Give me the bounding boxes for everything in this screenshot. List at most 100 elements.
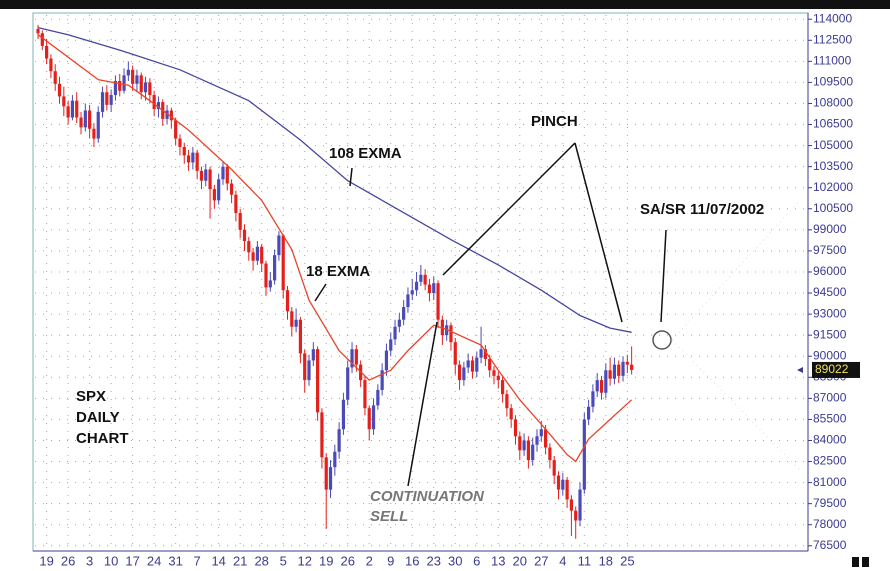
y-tick-label: 109500 xyxy=(813,75,853,89)
candle-body xyxy=(432,283,436,294)
x-tick-label: 2 xyxy=(366,553,373,568)
arrow xyxy=(660,229,667,323)
y-tick-label: 111000 xyxy=(813,54,852,68)
y-tick-label: 114000 xyxy=(813,11,852,25)
candle-body xyxy=(423,274,427,285)
candle-body xyxy=(217,179,221,201)
candle-body xyxy=(57,83,62,97)
candle-body xyxy=(268,280,272,288)
candle-body xyxy=(70,100,75,118)
candle-body xyxy=(49,58,53,72)
candle-body xyxy=(131,69,135,84)
candle-body xyxy=(169,110,173,121)
candle-body xyxy=(505,394,509,409)
candle-body xyxy=(139,75,143,93)
arrow xyxy=(407,321,438,487)
candle-body xyxy=(492,370,496,376)
price-box xyxy=(812,361,860,378)
last-price-label: 89022 xyxy=(815,362,849,376)
candle-body xyxy=(457,364,462,381)
candle-body xyxy=(126,69,130,76)
annotation: DAILY xyxy=(76,409,120,426)
candle-body xyxy=(621,361,625,376)
candle-body xyxy=(488,359,492,371)
y-tick-label: 90000 xyxy=(813,348,847,362)
candle-body xyxy=(414,281,419,291)
candle-body xyxy=(45,45,49,59)
x-tick-label: 11 xyxy=(578,553,592,568)
candle-body xyxy=(96,111,100,139)
candle-body xyxy=(470,360,475,372)
candle-body xyxy=(526,440,530,461)
y-tick-label: 91500 xyxy=(813,327,847,341)
candle-body xyxy=(298,319,303,354)
x-tick-label: 3 xyxy=(86,553,93,568)
candle-body xyxy=(118,80,122,91)
candle-body xyxy=(66,106,70,118)
candle-body xyxy=(599,380,604,393)
candle-body xyxy=(410,290,414,295)
candle-body xyxy=(582,419,586,490)
candle-body xyxy=(483,349,487,360)
arrow xyxy=(349,167,353,187)
candle-body xyxy=(350,349,354,368)
candle-body xyxy=(186,155,191,163)
grid xyxy=(35,15,808,550)
candle-body xyxy=(251,252,255,261)
x-tick-label: 4 xyxy=(559,553,566,568)
y-tick-label: 106500 xyxy=(813,117,853,131)
y-tick-label: 100500 xyxy=(813,201,853,215)
candle-body xyxy=(475,357,479,372)
x-tick-label: 30 xyxy=(448,553,462,568)
candle-body xyxy=(229,183,234,195)
candle-body xyxy=(574,510,578,521)
marks xyxy=(36,24,634,539)
y-tick-label: 81000 xyxy=(813,475,847,489)
candle-body xyxy=(496,375,500,381)
candle-body xyxy=(453,342,457,365)
ema-line xyxy=(37,26,632,333)
candle-body xyxy=(406,294,410,308)
candle-body xyxy=(548,447,552,461)
candle-body xyxy=(238,212,242,230)
candle-body xyxy=(156,102,161,110)
candle-body xyxy=(384,350,389,371)
x-tick-label: 6 xyxy=(473,553,480,568)
arrow xyxy=(314,283,327,302)
x-tick-label: 24 xyxy=(147,553,161,568)
candle-body xyxy=(105,92,109,105)
x-tick-label: 16 xyxy=(405,553,419,568)
candle-body xyxy=(402,307,406,320)
candle-body xyxy=(462,367,466,381)
annotation: CHART xyxy=(76,430,129,447)
candle-body xyxy=(242,229,247,242)
candle-body xyxy=(36,29,40,34)
candle-body xyxy=(354,349,358,365)
candle-body xyxy=(264,263,268,288)
annotation: SELL xyxy=(370,508,408,525)
x-tick-label: 7 xyxy=(194,553,201,568)
candle-body xyxy=(152,95,156,110)
candle-body xyxy=(92,128,96,139)
x-tick-label: 10 xyxy=(104,553,118,568)
x-tick-label: 20 xyxy=(513,553,527,568)
candle-body xyxy=(247,241,251,253)
y-tick-label: 112500 xyxy=(813,32,852,46)
candle-body xyxy=(324,457,328,490)
candle-body xyxy=(419,274,423,282)
candle-body xyxy=(294,319,298,327)
candle-body xyxy=(393,326,397,340)
candle-body xyxy=(544,429,548,448)
x-tick-label: 26 xyxy=(340,553,354,568)
top-bar xyxy=(0,0,890,9)
annotation: CONTINUATION xyxy=(370,488,485,505)
candle-body xyxy=(509,408,513,420)
annotation-arrows xyxy=(314,142,801,487)
candle-body xyxy=(195,152,199,171)
y-tick-label: 99000 xyxy=(813,222,847,236)
candle-body xyxy=(449,325,453,343)
candle-body xyxy=(389,339,393,351)
candle-body xyxy=(208,169,212,190)
y-tick-label: 78000 xyxy=(813,517,847,531)
candle-body xyxy=(578,489,582,521)
